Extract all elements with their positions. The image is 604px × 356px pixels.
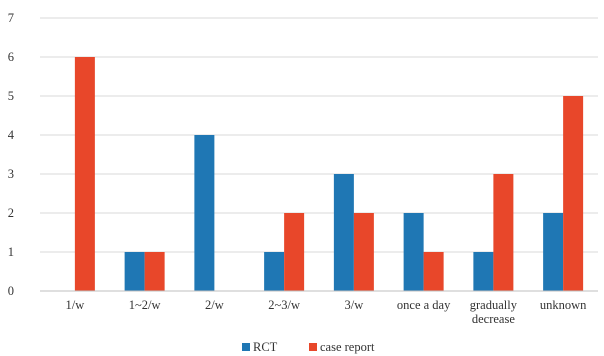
x-category-label: once a day xyxy=(397,298,451,312)
bars xyxy=(74,57,584,291)
bar-case-report-1 xyxy=(144,252,165,291)
x-category-label: 3/w xyxy=(345,298,364,312)
bar-rct-7 xyxy=(543,213,564,291)
bar-case-report-4 xyxy=(353,213,374,291)
bar-case-report-7 xyxy=(563,96,584,291)
x-category-label: 2~3/w xyxy=(268,298,300,312)
gridlines xyxy=(40,17,598,253)
legend: RCT case report xyxy=(242,340,375,354)
bar-case-report-0 xyxy=(74,57,95,291)
legend-label-1: case report xyxy=(320,340,375,354)
bar-rct-5 xyxy=(403,213,424,291)
y-tick-label: 5 xyxy=(8,89,14,103)
y-tick-label: 6 xyxy=(8,50,14,64)
bar-case-report-5 xyxy=(423,252,444,291)
bar-case-report-3 xyxy=(284,213,305,291)
bar-rct-3 xyxy=(264,252,285,291)
y-axis-ticks: 0 1 2 3 4 5 6 7 xyxy=(8,11,15,298)
y-tick-label: 2 xyxy=(8,206,14,220)
x-category-label: 1~2/w xyxy=(129,298,161,312)
legend-swatch-1 xyxy=(309,343,317,351)
x-category-label: gradually xyxy=(470,298,518,312)
bar-rct-1 xyxy=(124,252,145,291)
x-axis-categories: 1/w 1~2/w 2/w 2~3/w 3/w once a day graduallyde… xyxy=(66,298,588,326)
legend-label-0: RCT xyxy=(253,340,278,354)
bar-case-report-6 xyxy=(493,174,514,291)
y-tick-label: 0 xyxy=(8,284,14,298)
x-category-label: unknown xyxy=(540,298,587,312)
x-category-label: 1/w xyxy=(66,298,85,312)
y-tick-label: 3 xyxy=(8,167,14,181)
x-category-label: 2/w xyxy=(205,298,224,312)
legend-swatch-0 xyxy=(242,343,250,351)
bar-rct-4 xyxy=(333,174,354,291)
x-category-label: decrease xyxy=(472,312,515,326)
bar-rct-2 xyxy=(194,135,215,291)
bar-rct-6 xyxy=(473,252,494,291)
y-tick-label: 1 xyxy=(8,245,14,259)
y-tick-label: 7 xyxy=(8,11,14,25)
y-tick-label: 4 xyxy=(8,128,15,142)
